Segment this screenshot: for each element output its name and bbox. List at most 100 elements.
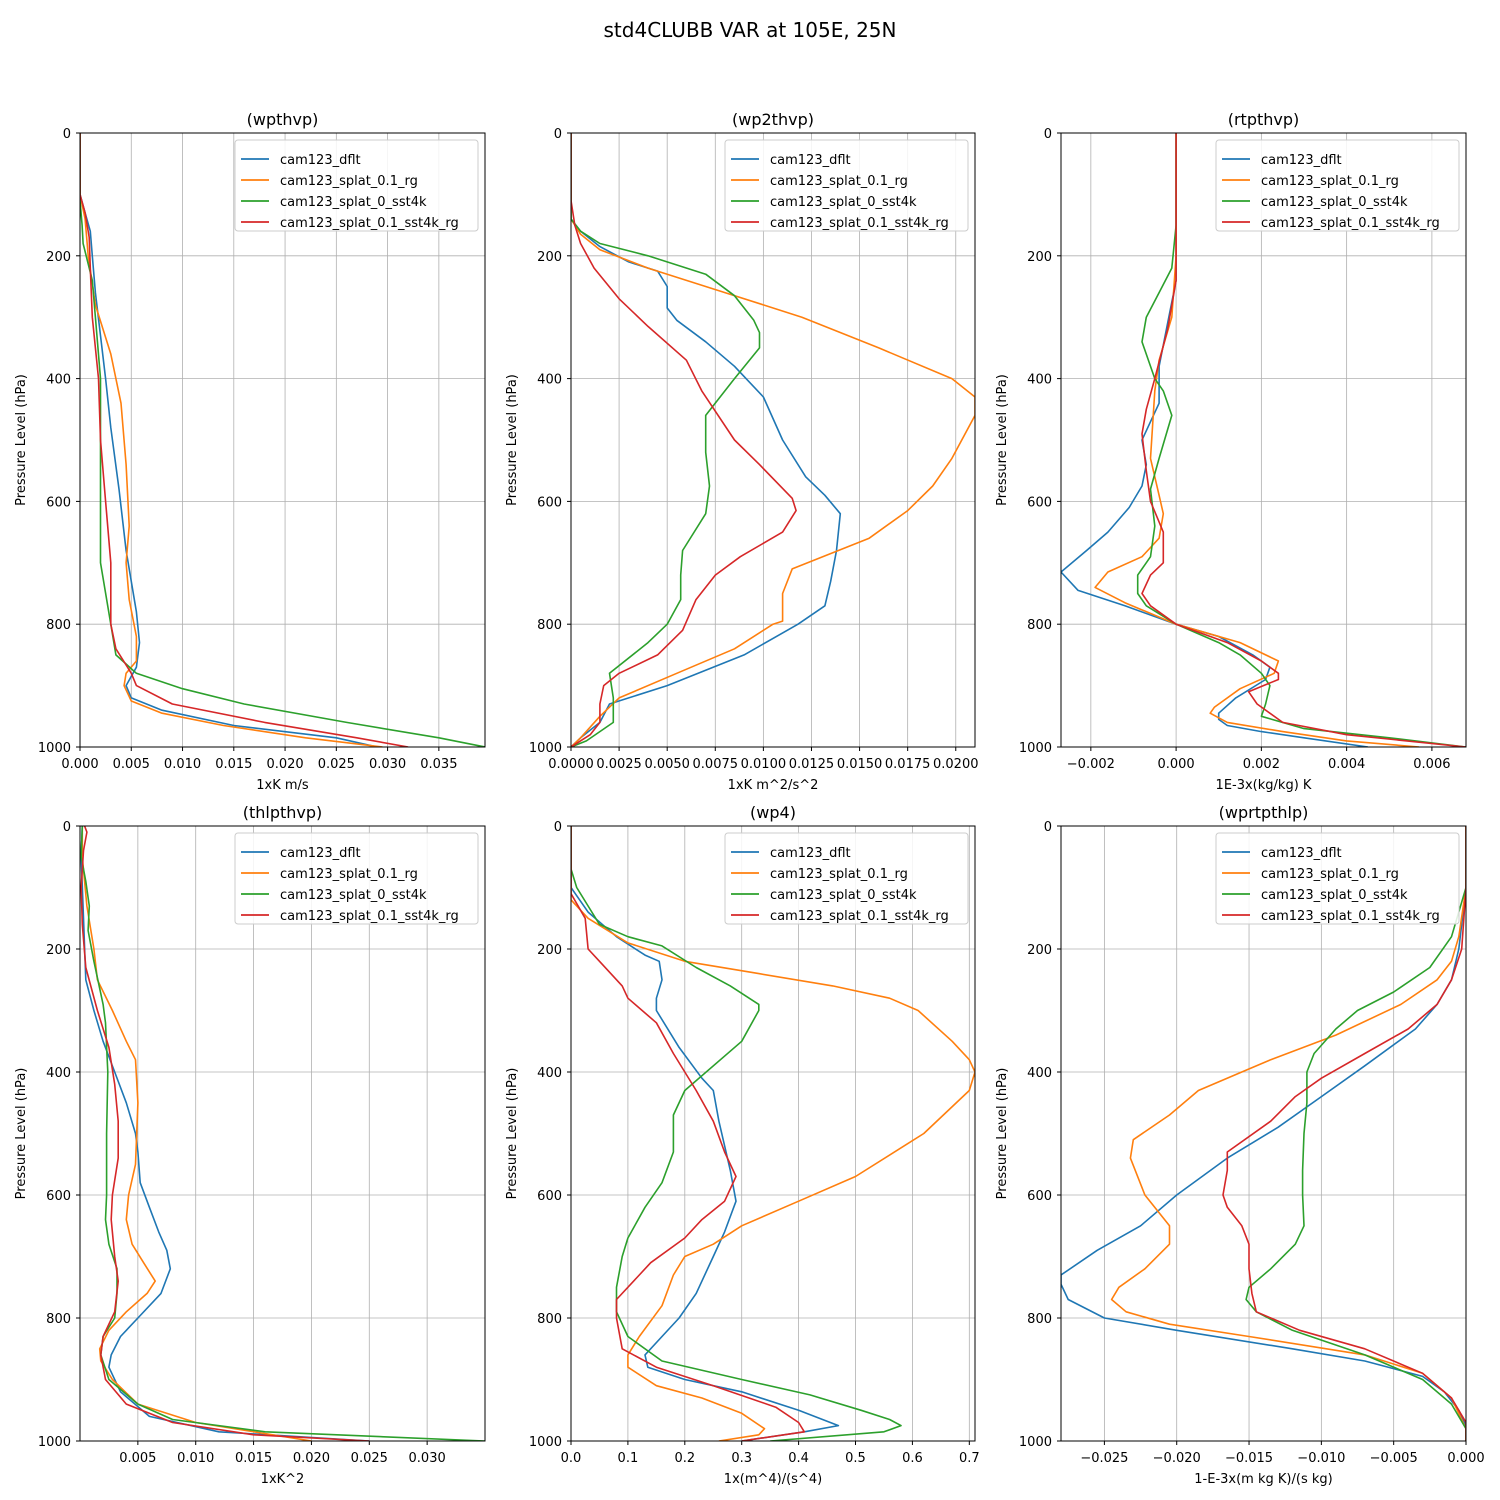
x-axis-label: 1E-3x(kg/kg) K bbox=[1216, 778, 1312, 793]
series-line-cam123_dflt bbox=[571, 133, 842, 747]
x-tick-label: 0.030 bbox=[369, 757, 406, 772]
x-axis-label: 1-E-3x(m kg K)/(s kg) bbox=[1194, 1472, 1332, 1487]
y-tick-label: 1000 bbox=[529, 1435, 562, 1450]
y-tick-label: 800 bbox=[537, 618, 562, 633]
x-tick-label: 0.035 bbox=[420, 757, 457, 772]
y-tick-label: 600 bbox=[1027, 495, 1052, 510]
y-tick-label: 0 bbox=[63, 127, 71, 142]
series-line-cam123_splat_0_sst4k bbox=[571, 826, 902, 1441]
x-tick-label: 0.005 bbox=[113, 757, 150, 772]
legend: cam123_dflt cam123_splat_0.1_rg cam123_spl… bbox=[234, 139, 479, 232]
series-lines bbox=[571, 826, 975, 1441]
legend: cam123_dflt cam123_splat_0.1_rg cam123_spl… bbox=[1215, 139, 1460, 232]
y-tick-label: 600 bbox=[46, 1189, 71, 1204]
subplot-title: (wprtpthlp) bbox=[1219, 803, 1309, 822]
y-tick-label: 400 bbox=[537, 1066, 562, 1081]
legend-label: cam123_splat_0.1_rg bbox=[770, 867, 908, 882]
x-tick-label: −0.015 bbox=[1225, 1451, 1273, 1466]
axes-frame bbox=[1060, 132, 1467, 748]
subplot-title: (wp2thvp) bbox=[732, 110, 814, 129]
legend-label: cam123_splat_0_sst4k bbox=[1261, 195, 1408, 210]
y-tick-label: 0 bbox=[1044, 127, 1052, 142]
subplot-5: 0.0 0.1 0.2 0.3 0.4 0.5 0.6 0.7 0 200 400 600 800 100… bbox=[505, 803, 980, 1487]
y-tick-label: 200 bbox=[537, 250, 562, 265]
subplot-title: (wp4) bbox=[750, 803, 796, 822]
series-line-cam123_splat_0.1_rg bbox=[1110, 826, 1466, 1441]
series-line-cam123_splat_0.1_sst4k_rg bbox=[1141, 133, 1466, 747]
x-tick-label: 0.0175 bbox=[885, 757, 931, 772]
y-axis-label: Pressure Level (hPa) bbox=[505, 374, 520, 506]
y-tick-label: 1000 bbox=[1019, 741, 1052, 756]
series-line-cam123_splat_0.1_sst4k_rg bbox=[1222, 826, 1466, 1441]
x-tick-label: 0.0050 bbox=[644, 757, 690, 772]
x-tick-label: 0.015 bbox=[235, 1451, 272, 1466]
series-line-cam123_splat_0_sst4k bbox=[80, 826, 485, 1441]
y-tick-label: 1000 bbox=[38, 1435, 71, 1450]
legend: cam123_dflt cam123_splat_0.1_rg cam123_spl… bbox=[1215, 832, 1460, 925]
legend-frame bbox=[1215, 832, 1460, 925]
y-tick-label: 1000 bbox=[529, 741, 562, 756]
subplot-title: (thlpthvp) bbox=[243, 803, 323, 822]
legend-label: cam123_splat_0_sst4k bbox=[280, 888, 427, 903]
x-tick-label: 0.002 bbox=[1243, 757, 1280, 772]
y-tick-label: 800 bbox=[537, 1312, 562, 1327]
legend-frame bbox=[724, 832, 969, 925]
y-tick-label: 200 bbox=[46, 250, 71, 265]
x-tick-label: 0.3 bbox=[731, 1451, 752, 1466]
legend-label: cam123_dflt bbox=[770, 846, 851, 861]
x-tick-label: 0.5 bbox=[845, 1451, 866, 1466]
x-axis-label: 1x(m^4)/(s^4) bbox=[724, 1472, 822, 1487]
y-tick-label: 400 bbox=[46, 1066, 71, 1081]
series-line-cam123_dflt bbox=[80, 826, 370, 1441]
y-tick-label: 800 bbox=[46, 618, 71, 633]
subplot-2: 0.0000 0.0025 0.0050 0.0075 0.0100 0.0125 0.01… bbox=[505, 110, 979, 793]
subplot-grid: 0.000 0.005 0.010 0.015 0.020 0.025 0.030 0.035… bbox=[14, 110, 1485, 1487]
series-lines bbox=[80, 133, 485, 747]
subplot-6: −0.025 −0.020 −0.015 −0.010 −0.005 0.000 0 200 4… bbox=[995, 803, 1485, 1487]
x-tick-label: 0.030 bbox=[409, 1451, 446, 1466]
legend: cam123_dflt cam123_splat_0.1_rg cam123_spl… bbox=[234, 832, 479, 925]
legend-label: cam123_splat_0.1_sst4k_rg bbox=[770, 216, 949, 231]
y-tick-label: 200 bbox=[537, 943, 562, 958]
x-tick-label: 0.020 bbox=[266, 757, 303, 772]
axes-frame bbox=[79, 825, 486, 1442]
y-tick-label: 600 bbox=[46, 495, 71, 510]
legend-label: cam123_splat_0_sst4k bbox=[280, 195, 427, 210]
series-line-cam123_dflt bbox=[80, 133, 378, 747]
x-axis-label: 1xK m/s bbox=[256, 778, 309, 793]
x-tick-label: −0.002 bbox=[1067, 757, 1115, 772]
axes-frame bbox=[79, 132, 486, 748]
y-tick-label: 800 bbox=[1027, 618, 1052, 633]
legend-label: cam123_splat_0_sst4k bbox=[770, 888, 917, 903]
y-tick-label: 0 bbox=[554, 820, 562, 835]
x-tick-label: 0.005 bbox=[119, 1451, 156, 1466]
subplot-title: (rtpthvp) bbox=[1228, 110, 1300, 129]
series-line-cam123_splat_0.1_rg bbox=[571, 826, 975, 1441]
x-tick-label: 0.000 bbox=[61, 757, 98, 772]
legend-label: cam123_splat_0.1_rg bbox=[1261, 867, 1399, 882]
y-axis-label: Pressure Level (hPa) bbox=[14, 374, 29, 506]
legend-label: cam123_splat_0.1_sst4k_rg bbox=[280, 216, 459, 231]
legend-frame bbox=[1215, 139, 1460, 232]
series-line-cam123_splat_0.1_sst4k_rg bbox=[80, 826, 370, 1441]
x-tick-label: 0.025 bbox=[318, 757, 355, 772]
axes-frame bbox=[570, 825, 976, 1442]
series-line-cam123_splat_0_sst4k bbox=[571, 133, 761, 747]
series-line-cam123_splat_0_sst4k bbox=[1136, 133, 1466, 747]
legend-label: cam123_splat_0_sst4k bbox=[770, 195, 917, 210]
x-tick-label: 0.0025 bbox=[596, 757, 642, 772]
series-line-cam123_splat_0_sst4k bbox=[80, 133, 485, 747]
legend-label: cam123_dflt bbox=[1261, 846, 1342, 861]
legend: cam123_dflt cam123_splat_0.1_rg cam123_spl… bbox=[724, 832, 969, 925]
series-lines bbox=[571, 133, 975, 747]
y-axis-label: Pressure Level (hPa) bbox=[14, 1068, 29, 1200]
y-tick-label: 0 bbox=[63, 820, 71, 835]
axes-frame bbox=[1060, 825, 1467, 1442]
x-tick-label: −0.020 bbox=[1153, 1451, 1201, 1466]
axes-frame bbox=[570, 132, 976, 748]
legend-frame bbox=[234, 832, 479, 925]
subplot-3: −0.002 0.000 0.002 0.004 0.006 0 200 400 600 800 1… bbox=[995, 110, 1467, 793]
subplot-1: 0.000 0.005 0.010 0.015 0.020 0.025 0.030 0.035… bbox=[14, 110, 486, 793]
x-tick-label: 0.010 bbox=[177, 1451, 214, 1466]
x-tick-label: 0.006 bbox=[1413, 757, 1450, 772]
